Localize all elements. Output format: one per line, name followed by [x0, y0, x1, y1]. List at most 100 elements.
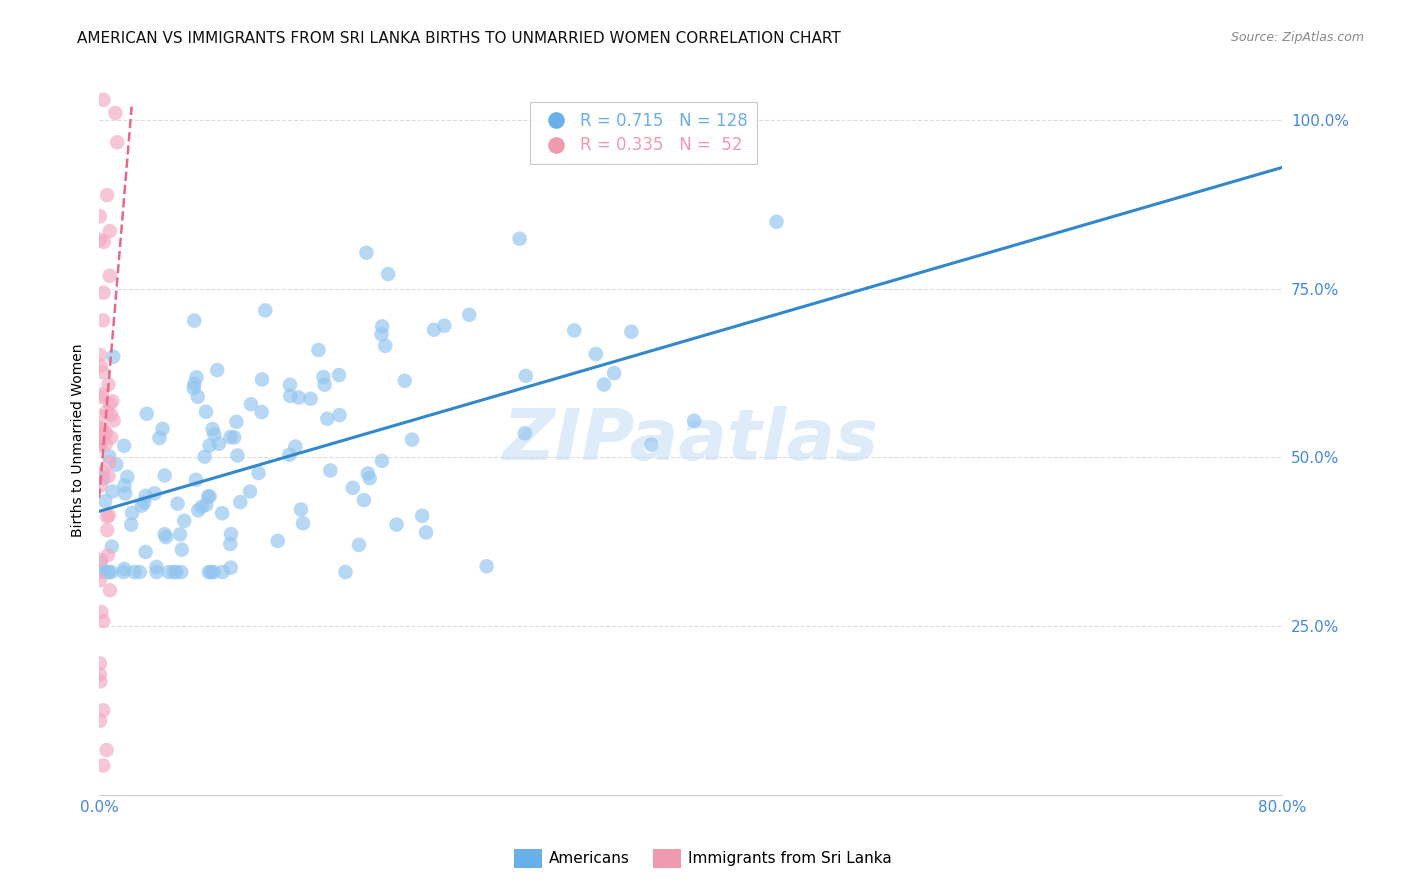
Point: [90, 359, 112, 373]
Point: [89, 657, 111, 671]
Point: [458, 308, 481, 322]
Point: [97, 548, 120, 562]
Point: [200, 565, 222, 579]
Point: [284, 440, 307, 454]
Text: ZIPaatlas: ZIPaatlas: [503, 406, 879, 475]
Point: [103, 413, 125, 427]
Point: [96, 743, 118, 757]
Point: [593, 377, 616, 392]
Point: [226, 449, 249, 463]
Point: [90, 421, 112, 435]
Point: [121, 506, 143, 520]
Point: [93, 93, 115, 107]
Point: [98, 224, 121, 238]
Point: [89, 573, 111, 587]
Point: [385, 517, 408, 532]
Point: [335, 565, 357, 579]
Point: [93, 235, 115, 249]
Point: [97, 508, 120, 523]
Point: [190, 500, 212, 514]
Point: [197, 565, 219, 579]
Point: [112, 562, 135, 576]
Point: [239, 397, 262, 411]
Point: [148, 431, 170, 445]
Point: [163, 565, 186, 579]
Point: [98, 583, 121, 598]
Point: [371, 454, 394, 468]
Point: [394, 374, 416, 388]
Point: [194, 450, 217, 464]
Point: [97, 565, 120, 579]
Point: [401, 433, 423, 447]
Point: [170, 565, 193, 579]
Point: [205, 363, 228, 377]
Point: [278, 448, 301, 462]
Point: [153, 527, 176, 541]
Point: [90, 478, 112, 492]
Point: [134, 495, 156, 509]
Point: [98, 450, 121, 464]
Point: [93, 471, 115, 485]
Point: [371, 319, 394, 334]
Point: [211, 506, 233, 520]
Point: [94, 437, 117, 451]
Point: [103, 350, 125, 364]
Point: [219, 430, 242, 444]
Point: [97, 469, 120, 483]
Point: [250, 372, 273, 386]
Point: [198, 489, 221, 503]
Point: [170, 542, 193, 557]
Point: [353, 493, 375, 508]
Point: [562, 323, 585, 337]
Point: [585, 347, 607, 361]
Point: [114, 478, 136, 492]
Point: [202, 565, 225, 579]
Point: [640, 438, 662, 452]
Point: [328, 408, 350, 422]
Point: [152, 422, 174, 436]
Point: [254, 303, 277, 318]
Point: [96, 509, 118, 524]
Point: [359, 471, 381, 485]
Point: [374, 339, 396, 353]
Point: [90, 556, 112, 570]
Point: [247, 466, 270, 480]
Point: [128, 565, 150, 579]
Point: [135, 407, 157, 421]
Legend: R = 0.715   N = 128, R = 0.335   N =  52: R = 0.715 N = 128, R = 0.335 N = 52: [530, 102, 758, 164]
Point: [165, 565, 187, 579]
Point: [267, 533, 290, 548]
Point: [183, 313, 205, 327]
Point: [278, 389, 301, 403]
Point: [765, 215, 787, 229]
Point: [89, 348, 111, 362]
Point: [90, 423, 112, 437]
Point: [131, 499, 153, 513]
Point: [183, 376, 205, 391]
Point: [96, 523, 118, 537]
Point: [91, 614, 114, 628]
Point: [94, 426, 117, 441]
Text: AMERICAN VS IMMIGRANTS FROM SRI LANKA BIRTHS TO UNMARRIED WOMEN CORRELATION CHAR: AMERICAN VS IMMIGRANTS FROM SRI LANKA BI…: [77, 31, 841, 46]
Point: [124, 565, 146, 579]
Point: [155, 530, 177, 544]
Text: Source: ZipAtlas.com: Source: ZipAtlas.com: [1230, 31, 1364, 45]
Point: [219, 527, 242, 541]
Point: [114, 486, 136, 500]
Point: [347, 538, 370, 552]
Point: [292, 516, 315, 531]
Point: [89, 233, 111, 247]
Point: [239, 484, 262, 499]
Point: [316, 411, 339, 425]
Point: [197, 490, 219, 504]
Point: [117, 470, 139, 484]
Point: [91, 313, 114, 327]
Point: [91, 466, 114, 480]
Y-axis label: Births to Unmarried Women: Births to Unmarried Women: [72, 343, 86, 537]
Point: [105, 136, 128, 150]
Point: [299, 392, 322, 406]
Point: [342, 481, 364, 495]
Point: [219, 537, 242, 551]
Point: [94, 425, 117, 439]
Point: [475, 559, 498, 574]
